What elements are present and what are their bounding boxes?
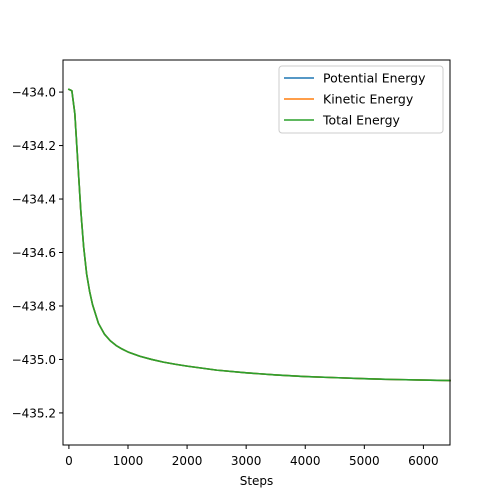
x-tick-label: 0 bbox=[65, 454, 73, 468]
x-tick-label: 6000 bbox=[408, 454, 439, 468]
y-tick-label: −434.8 bbox=[12, 299, 56, 313]
series-layer bbox=[67, 88, 451, 382]
y-axis-ticks: −434.0 −434.2 −434.4 −434.6 −434.8 −435.0 −435… bbox=[12, 86, 63, 420]
x-tick-label: 5000 bbox=[349, 454, 380, 468]
legend-label: Potential Energy bbox=[323, 71, 426, 86]
y-tick-label: −434.0 bbox=[12, 86, 56, 100]
x-tick-label: 2000 bbox=[172, 454, 203, 468]
x-tick-label: 4000 bbox=[290, 454, 321, 468]
y-tick-label: −434.4 bbox=[12, 193, 56, 207]
y-tick-label: −435.0 bbox=[12, 353, 56, 367]
y-tick-label: −435.2 bbox=[12, 406, 56, 420]
x-axis-ticks: 0 1000 2000 3000 4000 5000 6000 bbox=[65, 445, 439, 468]
legend-label: Kinetic Energy bbox=[323, 92, 414, 107]
plot-frame bbox=[62, 59, 451, 446]
x-tick-label: 3000 bbox=[231, 454, 262, 468]
legend-label: Total Energy bbox=[322, 113, 401, 128]
x-axis-label: Steps bbox=[240, 474, 274, 488]
y-tick-label: −434.6 bbox=[12, 246, 56, 260]
legend: Potential Energy Kinetic Energy Total Ener… bbox=[278, 65, 444, 134]
legend-frame bbox=[278, 65, 444, 134]
series-line-total-energy bbox=[67, 88, 451, 382]
x-tick-label: 1000 bbox=[113, 454, 144, 468]
y-tick-label: −434.2 bbox=[12, 139, 56, 153]
